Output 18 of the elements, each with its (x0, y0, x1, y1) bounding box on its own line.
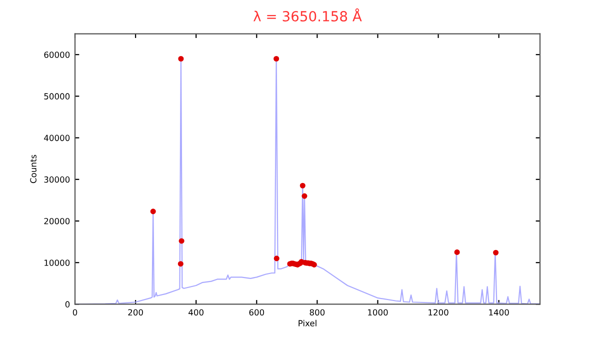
x-tick-label: 1000 (368, 309, 388, 316)
y-tick-label: 30000 (44, 176, 70, 183)
y-tick-label: 50000 (44, 93, 70, 100)
y-tick-label: 40000 (44, 134, 70, 142)
x-tick-label: 1200 (428, 309, 448, 316)
y-tick-label: 10000 (44, 260, 70, 266)
y-tick-label: 60000 (44, 52, 70, 58)
y-axis-title: Counts (30, 154, 36, 184)
x-tick-label: 400 (188, 309, 204, 316)
x-tick-label: 800 (310, 309, 325, 316)
x-tick-label: 200 (128, 309, 143, 316)
x-axis-title: Pixel (298, 320, 316, 326)
x-tick-label: 600 (249, 309, 264, 316)
y-tick-label: 0 (65, 301, 70, 308)
y-tick-label: 20000 (44, 218, 70, 224)
x-tick-label: 0 (72, 309, 78, 316)
chart-title: λ = 3650.158 Å (253, 8, 362, 22)
x-tick-label: 1400 (489, 309, 509, 316)
